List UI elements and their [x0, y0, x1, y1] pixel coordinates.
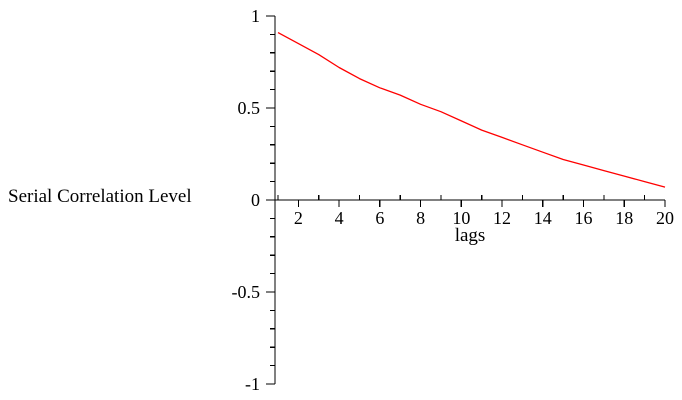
x-tick-label: 8	[416, 208, 425, 228]
x-tick-label: 12	[493, 208, 511, 228]
y-tick-label: -0.5	[232, 282, 261, 302]
x-tick-label: 4	[335, 208, 344, 228]
y-axis-title: Serial Correlation Level	[8, 186, 192, 207]
x-tick-label: 6	[375, 208, 384, 228]
x-tick-label: 2	[294, 208, 303, 228]
x-tick-label: 10	[452, 208, 470, 228]
y-tick-label: 1	[251, 6, 260, 26]
x-tick-label: 16	[575, 208, 593, 228]
y-tick-label: -1	[245, 374, 260, 394]
y-tick-label: 0.5	[238, 98, 261, 118]
x-tick-label: 20	[656, 208, 674, 228]
series-line	[277, 32, 666, 188]
x-tick-label: 18	[615, 208, 633, 228]
x-tick-label: 14	[534, 208, 552, 228]
x-axis-title: lags	[455, 225, 486, 246]
y-tick-label: 0	[251, 190, 260, 210]
